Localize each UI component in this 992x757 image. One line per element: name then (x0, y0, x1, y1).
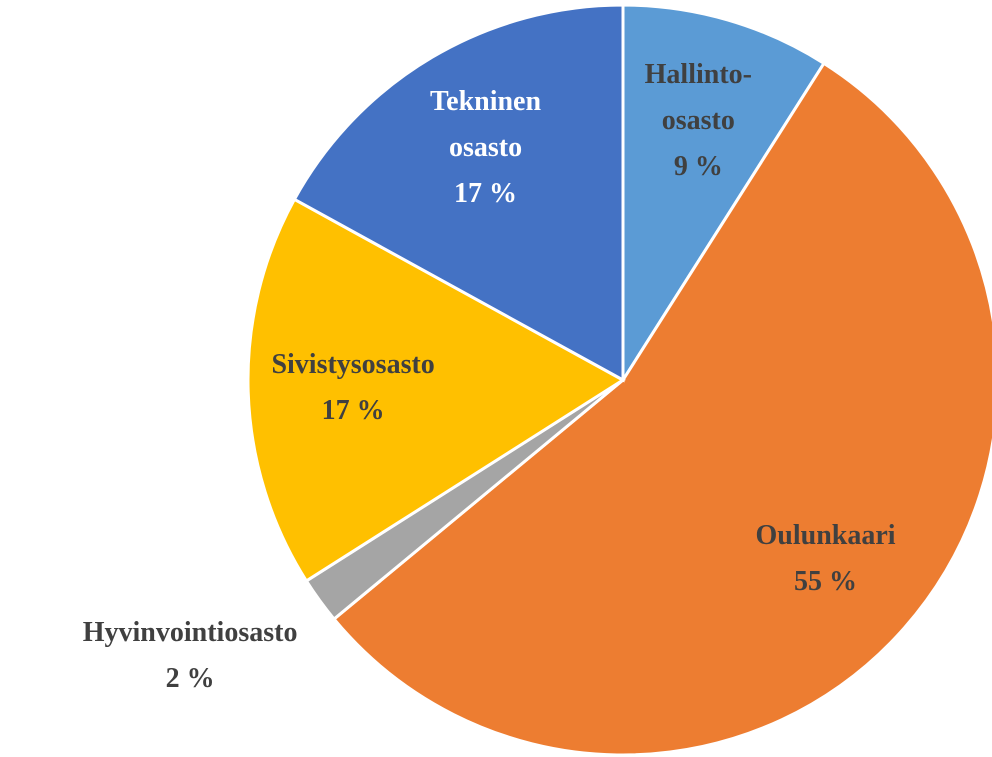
value-label: 2 % (165, 662, 215, 694)
category-label: Sivistysosasto (271, 349, 435, 381)
pie-slice (621, 3, 827, 386)
category-label: Tekninen osasto (430, 85, 542, 163)
pie-slice (292, 3, 625, 383)
pie-slice (331, 61, 992, 757)
data-label: Hallinto-osasto 9 % (645, 52, 752, 190)
pie-slice (246, 197, 626, 584)
category-label: Hallinto-osasto (644, 58, 752, 136)
data-label: Oulunkaari 55 % (755, 513, 895, 605)
value-label: 55 % (794, 565, 858, 597)
data-label: Sivistysosasto 17 % (271, 342, 434, 434)
value-label: 17 % (321, 395, 385, 427)
category-label: Oulunkaari (755, 519, 896, 551)
data-label: Tekninen osasto 17 % (430, 79, 541, 217)
value-label: 9 % (673, 150, 723, 182)
value-label: 17 % (454, 177, 518, 209)
category-label: Hyvinvointiosasto (82, 616, 298, 648)
data-label: Hyvinvointiosasto 2 % (83, 610, 298, 702)
